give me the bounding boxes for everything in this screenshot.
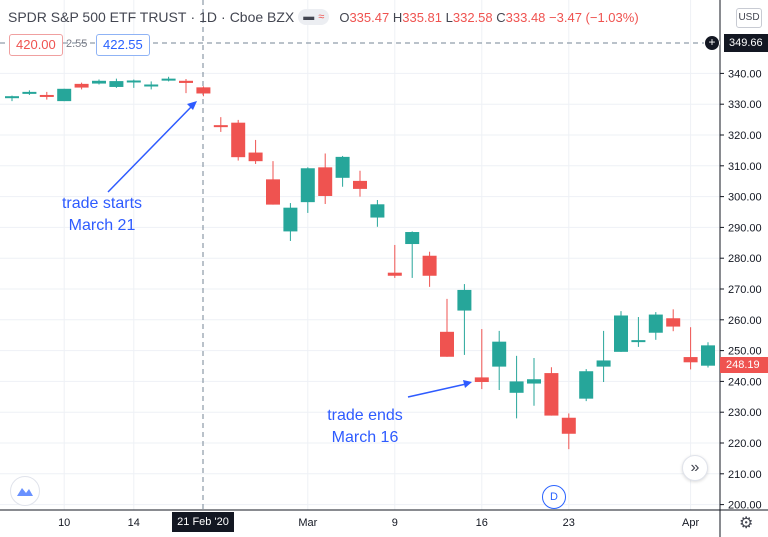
price-tick-label: 250.00 — [728, 346, 762, 358]
sell-button[interactable]: 420.00 — [9, 34, 63, 56]
price-tick-label: 220.00 — [728, 438, 762, 450]
candle-body — [422, 255, 437, 276]
symbol-legend: SPDR S&P 500 ETF TRUST · 1D · Cboe BZX ▬ ≈ … — [8, 9, 639, 25]
trade-start-arrow — [107, 104, 194, 193]
crosshair-date-label: 21 Feb '20 — [172, 512, 234, 532]
candle-body — [248, 152, 263, 162]
candle-body — [353, 180, 367, 189]
candle-body — [57, 88, 72, 102]
candle-body — [283, 207, 298, 232]
trade-start-annotation: trade starts March 21 — [61, 195, 143, 234]
currency-button[interactable]: USD — [736, 8, 762, 28]
interval[interactable]: 1D — [199, 9, 218, 25]
candle-body — [370, 204, 385, 218]
candle-body — [492, 341, 507, 367]
high-value: 335.81 — [402, 9, 442, 25]
candle-body — [631, 340, 646, 343]
legend-toggle[interactable]: ▬ ≈ — [298, 9, 330, 25]
candle-body — [144, 84, 159, 87]
plus-icon[interactable]: + — [704, 35, 720, 51]
settings-gear-icon[interactable]: ⚙ — [739, 515, 754, 532]
candle-body — [579, 371, 594, 399]
candle-body — [126, 80, 141, 83]
candle-body — [92, 80, 106, 84]
candle-body — [701, 345, 715, 366]
price-tick-label: 310.00 — [728, 161, 762, 173]
close-value: 333.48 — [505, 9, 546, 25]
candle-body — [457, 289, 472, 311]
time-tick-label: Apr — [682, 517, 699, 529]
crosshair-price-label: 349.66 — [724, 34, 768, 52]
candle-body — [474, 377, 489, 383]
price-tick-label: 280.00 — [728, 253, 762, 265]
candle-body — [561, 417, 576, 434]
time-tick-label: 9 — [392, 517, 398, 529]
candle-body — [22, 91, 37, 94]
scroll-to-realtime-button[interactable]: » — [682, 455, 708, 481]
candle-body — [666, 318, 681, 327]
arrow-head — [187, 101, 197, 110]
price-tick-label: 200.00 — [728, 500, 762, 512]
time-tick-label: 10 — [58, 517, 70, 529]
candle-body — [231, 122, 246, 158]
price-tick-label: 300.00 — [728, 192, 762, 204]
spread: 2.55 — [66, 38, 88, 50]
low-value: 332.58 — [452, 9, 493, 25]
price-tick-label: 340.00 — [728, 68, 762, 80]
candle-body — [74, 83, 89, 88]
ohlc-values: O335.47 H335.81 L332.58 C333.48 −3.47 (−… — [339, 9, 639, 25]
candle-body — [596, 360, 611, 367]
candle-body — [648, 314, 663, 333]
tradingview-logo-icon[interactable] — [10, 476, 40, 506]
candle-body — [266, 179, 280, 205]
exchange: Cboe BZX — [229, 9, 295, 25]
price-tick-label: 260.00 — [728, 315, 762, 327]
change-value: −3.47 (−1.03%) — [549, 9, 639, 25]
time-tick-label: 23 — [563, 517, 575, 529]
open-value: 335.47 — [349, 9, 390, 25]
candle-body — [161, 78, 176, 81]
price-tick-label: 270.00 — [728, 284, 762, 296]
trade-end-annotation: trade ends March 16 — [327, 407, 403, 446]
candle-body — [405, 232, 420, 245]
minus-icon: ▬ — [303, 11, 315, 23]
candle-body — [683, 357, 698, 363]
trade-end-arrow — [407, 383, 467, 398]
price-tick-label: 330.00 — [728, 99, 762, 111]
candle-body — [109, 81, 124, 87]
wave-icon: ≈ — [318, 11, 325, 23]
price-tick-label: 320.00 — [728, 130, 762, 142]
candle-body — [527, 379, 541, 384]
dividend-marker[interactable]: D — [542, 485, 566, 509]
candle-body — [318, 167, 333, 196]
candle-body — [196, 87, 211, 94]
candle-body — [179, 80, 193, 83]
candle-body — [39, 94, 54, 97]
last-price-label: 248.19 — [720, 357, 768, 373]
candle-body — [387, 272, 402, 276]
candle-body — [544, 373, 559, 416]
price-tick-label: 290.00 — [728, 222, 762, 234]
price-tick-label: 230.00 — [728, 407, 762, 419]
price-tick-label: 240.00 — [728, 376, 762, 388]
candle-body — [335, 156, 350, 178]
time-tick-label: 14 — [128, 517, 140, 529]
candle-body — [440, 331, 454, 357]
price-tick-label: 210.00 — [728, 469, 762, 481]
candle-body — [5, 96, 19, 99]
arrow-head — [463, 380, 472, 388]
candle-body — [509, 381, 524, 393]
candle-body — [614, 315, 628, 352]
candle-body — [300, 168, 315, 203]
time-tick-label: 16 — [476, 517, 488, 529]
symbol-name[interactable]: SPDR S&P 500 ETF TRUST — [8, 9, 187, 25]
time-tick-label: Mar — [298, 517, 317, 529]
buy-button[interactable]: 422.55 — [96, 34, 150, 56]
candle-body — [213, 125, 228, 128]
